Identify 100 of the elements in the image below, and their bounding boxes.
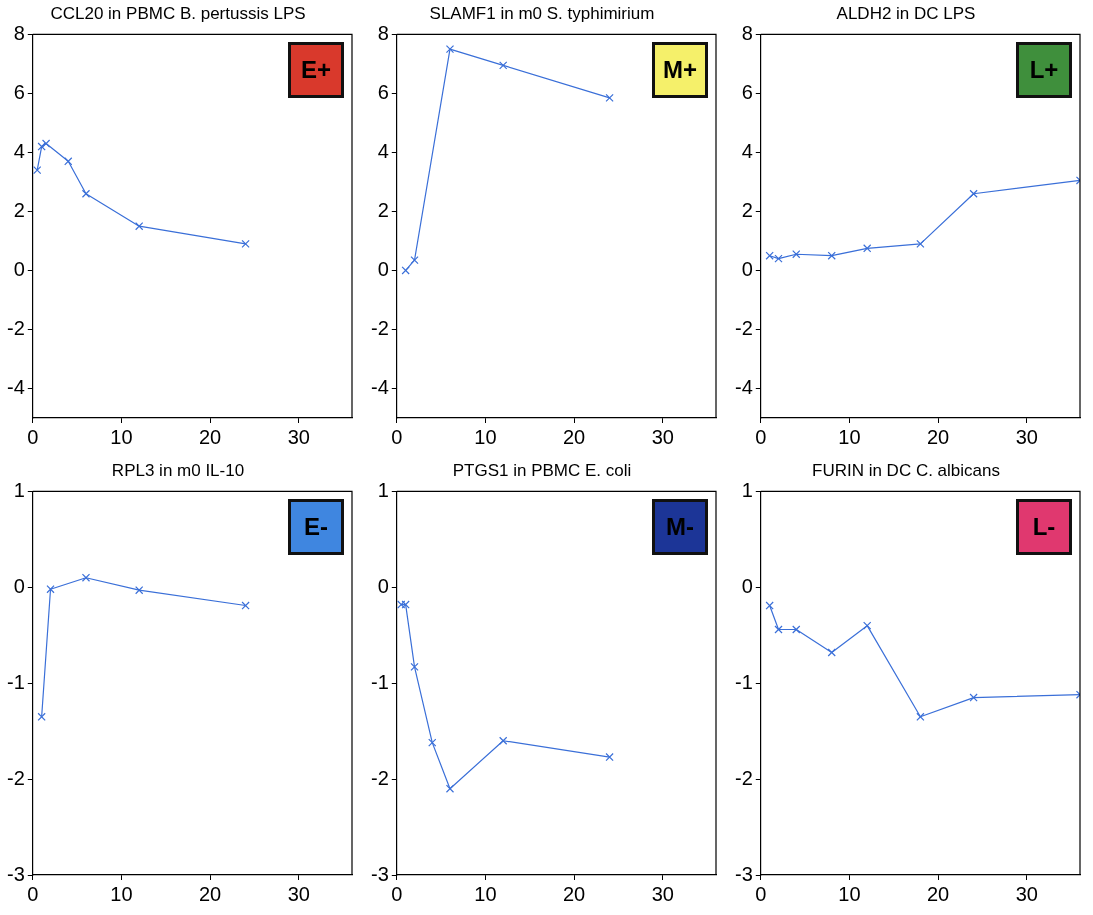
x-tick-label: 30 — [287, 425, 310, 448]
point — [241, 239, 250, 249]
annotation: L- — [1016, 499, 1072, 556]
x-tick-label: 10 — [838, 425, 861, 448]
x-tick-label: 30 — [1015, 882, 1038, 905]
point — [64, 157, 73, 166]
point — [969, 189, 978, 198]
chart-title: ALDH2 in DC LPS — [836, 3, 976, 23]
point — [37, 142, 46, 151]
point — [397, 600, 406, 609]
y-tick-label: 0 — [13, 257, 25, 280]
point — [916, 712, 925, 721]
x-tick-label: 0 — [27, 882, 39, 905]
y-tick-label: 0 — [377, 574, 389, 597]
y-tick-label: 1 — [741, 478, 753, 501]
point — [410, 256, 419, 265]
x-tick-label: 20 — [927, 882, 950, 905]
y-tick-label: 0 — [377, 257, 389, 280]
y-tick-label: 1 — [13, 478, 25, 501]
y-tick-label: -3 — [6, 862, 25, 885]
annotation: E+ — [288, 42, 344, 99]
y-tick-label: 6 — [377, 80, 389, 103]
y-tick-label: -4 — [734, 376, 753, 399]
point — [765, 251, 774, 260]
point — [37, 712, 46, 721]
y-tick-label: 0 — [741, 257, 753, 280]
x-tick-label: 20 — [927, 425, 950, 448]
point — [410, 662, 419, 672]
point — [46, 585, 55, 594]
x-tick-label: 10 — [110, 882, 133, 905]
y-tick-label: 4 — [13, 139, 25, 162]
x-tick-label: 20 — [563, 425, 586, 448]
annotation: E- — [288, 499, 344, 556]
annotation: M+ — [652, 42, 708, 99]
y-tick-label: -2 — [370, 316, 389, 339]
x-tick-label: 30 — [1015, 425, 1038, 448]
y-tick-label: -4 — [370, 376, 389, 399]
chart-title: FURIN in DC C. albicans — [812, 460, 1000, 480]
point — [774, 625, 783, 634]
y-tick-label: 2 — [741, 198, 753, 221]
y-tick-label: -3 — [734, 862, 753, 885]
point — [81, 189, 91, 198]
chart-title: RPL3 in m0 IL-10 — [111, 460, 245, 480]
y-tick-label: -2 — [6, 316, 25, 339]
y-tick-label: -2 — [6, 766, 25, 789]
x-tick-label: 30 — [287, 882, 310, 905]
y-tick-label: 8 — [741, 21, 753, 44]
x-tick-label: 10 — [110, 425, 133, 448]
point — [401, 266, 410, 275]
point — [863, 621, 872, 630]
point — [605, 93, 614, 102]
chart-title: CCL20 in PBMC B. pertussis LPS — [50, 3, 306, 23]
y-tick-label: -1 — [370, 670, 389, 693]
point — [41, 139, 51, 148]
point — [401, 600, 410, 609]
point — [135, 222, 144, 231]
y-tick-label: 2 — [377, 198, 389, 221]
x-tick-label: 20 — [199, 425, 222, 448]
chart-title: PTGS1 in PBMC E. coli — [452, 460, 632, 480]
x-tick-label: 0 — [391, 425, 403, 448]
x-tick-label: 0 — [755, 882, 767, 905]
y-tick-label: 4 — [377, 139, 389, 162]
x-tick-label: 30 — [651, 425, 674, 448]
x-tick-label: 30 — [651, 882, 674, 905]
x-tick-label: 20 — [199, 882, 222, 905]
point — [445, 784, 455, 793]
x-tick-label: 10 — [838, 882, 861, 905]
x-tick-label: 20 — [563, 882, 586, 905]
point — [765, 601, 774, 610]
y-tick-label: -4 — [6, 376, 25, 399]
chart-title: SLAMF1 in m0 S. typhimirium — [429, 3, 655, 23]
point — [792, 625, 801, 634]
point — [499, 736, 508, 745]
point — [605, 752, 614, 762]
point — [969, 693, 978, 702]
annotation: M- — [652, 499, 708, 556]
point — [827, 251, 836, 260]
point — [827, 648, 836, 657]
x-tick-label: 0 — [27, 425, 39, 448]
y-tick-label: 2 — [13, 198, 25, 221]
y-tick-label: 0 — [13, 574, 25, 597]
y-tick-label: -1 — [6, 670, 25, 693]
x-tick-label: 0 — [755, 425, 767, 448]
y-tick-label: -1 — [734, 670, 753, 693]
point — [428, 738, 437, 747]
point — [241, 601, 250, 610]
y-tick-label: 6 — [741, 80, 753, 103]
point — [499, 61, 508, 70]
annotation: L+ — [1016, 42, 1072, 99]
x-tick-label: 0 — [391, 882, 403, 905]
y-tick-label: 0 — [741, 574, 753, 597]
point — [774, 254, 783, 263]
y-tick-label: 4 — [741, 139, 753, 162]
y-tick-label: 6 — [13, 80, 25, 103]
y-tick-label: 1 — [377, 478, 389, 501]
y-tick-label: -2 — [370, 766, 389, 789]
y-tick-label: -2 — [734, 766, 753, 789]
point — [135, 586, 144, 595]
point — [81, 573, 91, 582]
point — [445, 45, 455, 54]
